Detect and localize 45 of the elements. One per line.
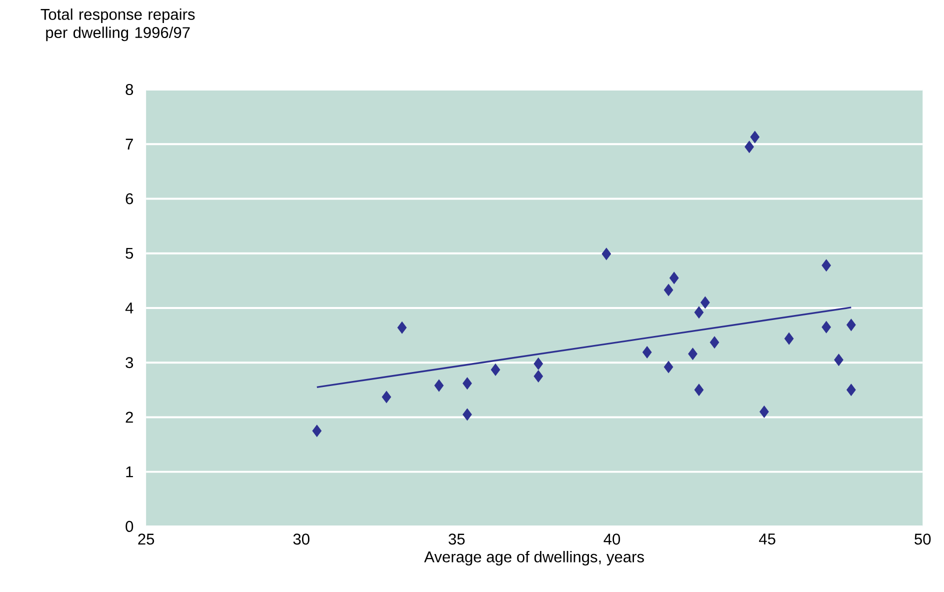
point <box>760 406 769 418</box>
y-tick-label: 3 <box>126 357 134 368</box>
x-axis-title: Average age of dwellings, years <box>424 551 644 566</box>
y-tick-label: 4 <box>125 302 134 314</box>
point <box>846 318 856 332</box>
point <box>694 306 704 319</box>
point <box>834 354 844 366</box>
x-tick-label: 45 <box>759 534 776 545</box>
point <box>642 346 652 358</box>
point <box>750 131 760 144</box>
point <box>846 384 856 396</box>
y-tick-label: 1 <box>126 466 133 478</box>
y-tick-label: 5 <box>126 248 134 259</box>
x-tick-label: 25 <box>138 534 154 545</box>
point <box>462 408 472 421</box>
y-tick-label: 0 <box>126 521 134 532</box>
point <box>688 348 698 360</box>
x-tick-label: 50 <box>914 534 931 545</box>
point <box>822 321 831 334</box>
x-tick-label: 40 <box>604 534 620 545</box>
point <box>534 358 544 370</box>
point <box>534 370 544 383</box>
point <box>700 296 710 309</box>
y-axis-title: Total response repairs per dwelling 1996/97 <box>40 8 195 42</box>
point <box>462 377 472 390</box>
point <box>694 384 704 396</box>
y-tick-label: 6 <box>126 193 134 204</box>
point <box>664 361 674 374</box>
point <box>744 140 754 154</box>
point <box>602 248 612 260</box>
point <box>397 322 407 334</box>
x-tick-label: 30 <box>293 534 310 545</box>
point <box>822 259 831 272</box>
y-tick-label: 8 <box>126 84 134 96</box>
y-tick-label: 7 <box>126 138 133 150</box>
point <box>784 332 794 345</box>
point <box>669 272 679 284</box>
point <box>664 284 674 296</box>
x-tick-label: 35 <box>448 534 465 545</box>
point <box>382 391 392 404</box>
point <box>434 380 444 392</box>
y-tick-label: 2 <box>126 412 133 423</box>
point <box>490 364 500 376</box>
point <box>710 336 720 349</box>
point <box>312 424 322 438</box>
